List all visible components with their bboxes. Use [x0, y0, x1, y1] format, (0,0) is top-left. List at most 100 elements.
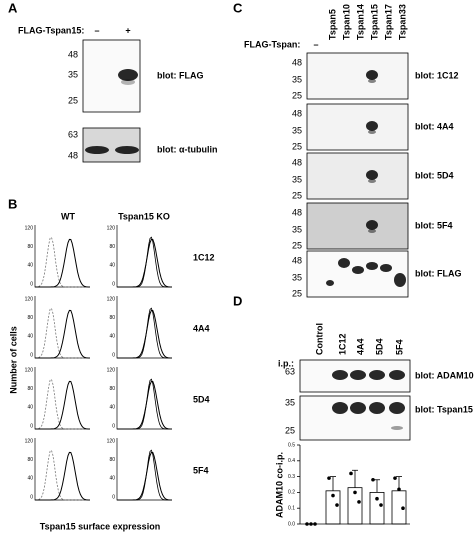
band — [368, 130, 376, 134]
y-tick-label: 0 — [30, 281, 33, 287]
data-point — [379, 503, 383, 507]
y-tick-label: 80 — [27, 457, 33, 463]
y-tick-label: 0 — [30, 423, 33, 429]
marker: 35 — [292, 174, 302, 184]
marker: 63 — [68, 129, 78, 139]
band — [368, 79, 376, 83]
marker: 48 — [292, 255, 302, 265]
band — [369, 370, 385, 380]
lane: Control — [314, 323, 324, 355]
band — [380, 264, 392, 272]
band — [85, 146, 109, 154]
blot — [306, 202, 409, 250]
lane: – — [94, 25, 99, 35]
panel-label: D — [233, 293, 242, 308]
y-tick-label: 40 — [27, 476, 33, 482]
marker: 35 — [68, 69, 78, 79]
histogram-stain — [117, 238, 172, 288]
lane: 4A4 — [355, 338, 365, 355]
y-tick-label: 0.5 — [288, 442, 295, 448]
blot-label: blot: 4A4 — [415, 121, 454, 131]
marker: 35 — [292, 224, 302, 234]
band — [394, 273, 406, 287]
y-tick-label: 40 — [109, 263, 115, 269]
y-tick-label: 0 — [112, 494, 115, 500]
data-point — [327, 476, 331, 480]
band — [115, 146, 139, 154]
marker: 25 — [292, 90, 302, 100]
row-label: 5F4 — [193, 465, 209, 475]
axis-title: Tspan15 surface expression — [40, 521, 160, 531]
y-tick-label: 40 — [27, 263, 33, 269]
marker: 35 — [285, 397, 295, 407]
blot — [306, 103, 409, 151]
y-tick-label: 80 — [109, 315, 115, 321]
panel-label: C — [233, 0, 243, 15]
column: WT — [61, 211, 75, 221]
blot-label: blot: FLAG — [415, 268, 462, 278]
band — [391, 426, 403, 430]
blot — [306, 152, 409, 200]
lane: 5F4 — [394, 339, 404, 355]
row-label: 4A4 — [193, 323, 210, 333]
y-tick-label: 0.4 — [288, 458, 295, 464]
data-point — [393, 476, 397, 480]
band — [350, 402, 366, 414]
marker: 35 — [292, 125, 302, 135]
y-tick-label: 0 — [112, 423, 115, 429]
blot — [306, 52, 409, 100]
histogram-stain — [35, 380, 90, 430]
data-point — [331, 493, 335, 498]
band — [366, 170, 378, 180]
y-tick-label: 120 — [107, 296, 116, 302]
axes — [116, 225, 172, 288]
axes — [116, 367, 172, 430]
column: Tspan15 KO — [118, 211, 170, 221]
histogram-control — [34, 307, 90, 359]
marker: 48 — [68, 49, 78, 59]
histogram-stain — [117, 309, 172, 359]
y-tick-label: 0.2 — [288, 490, 295, 496]
lane: + — [125, 25, 130, 35]
y-tick-label: 120 — [25, 367, 34, 373]
band — [368, 179, 376, 183]
data-point — [357, 500, 361, 504]
y-tick-label: 120 — [107, 367, 116, 373]
histogram-control — [34, 236, 90, 288]
y-tick-label: 40 — [109, 405, 115, 411]
y-tick-label: 120 — [25, 296, 34, 302]
lane: Tspan33 — [397, 4, 407, 40]
data-point — [375, 496, 379, 501]
marker: 25 — [292, 190, 302, 200]
band — [366, 121, 378, 131]
y-tick-label: 120 — [107, 438, 116, 444]
lane: 5D4 — [374, 338, 384, 355]
blot-label: blot: Tspan15 — [415, 404, 473, 414]
y-tick-label: 0 — [30, 352, 33, 358]
row-label: 1C12 — [193, 252, 215, 262]
axes — [116, 438, 172, 501]
condition: FLAG-Tspan15: — [18, 25, 84, 35]
condition: FLAG-Tspan: — [244, 39, 300, 49]
lane: 1C12 — [337, 333, 347, 355]
marker: 48 — [68, 150, 78, 160]
marker: 63 — [285, 366, 295, 376]
histogram-control — [117, 378, 172, 430]
marker: 48 — [292, 57, 302, 67]
data-point — [371, 477, 375, 482]
blot-label: blot: 5D4 — [415, 170, 454, 180]
histogram-stain — [35, 309, 90, 359]
marker: 35 — [292, 74, 302, 84]
y-tick-label: 0 — [112, 352, 115, 358]
band — [366, 262, 378, 270]
row-label: 5D4 — [193, 394, 210, 404]
marker: 25 — [292, 288, 302, 298]
y-tick-label: 120 — [25, 438, 34, 444]
y-tick-label: 40 — [109, 476, 115, 482]
blot — [299, 395, 411, 441]
lane: Tspan17 — [383, 4, 393, 40]
y-tick-label: 80 — [109, 244, 115, 250]
panel-label: B — [8, 196, 17, 211]
band — [389, 402, 405, 414]
data-point — [349, 471, 353, 476]
